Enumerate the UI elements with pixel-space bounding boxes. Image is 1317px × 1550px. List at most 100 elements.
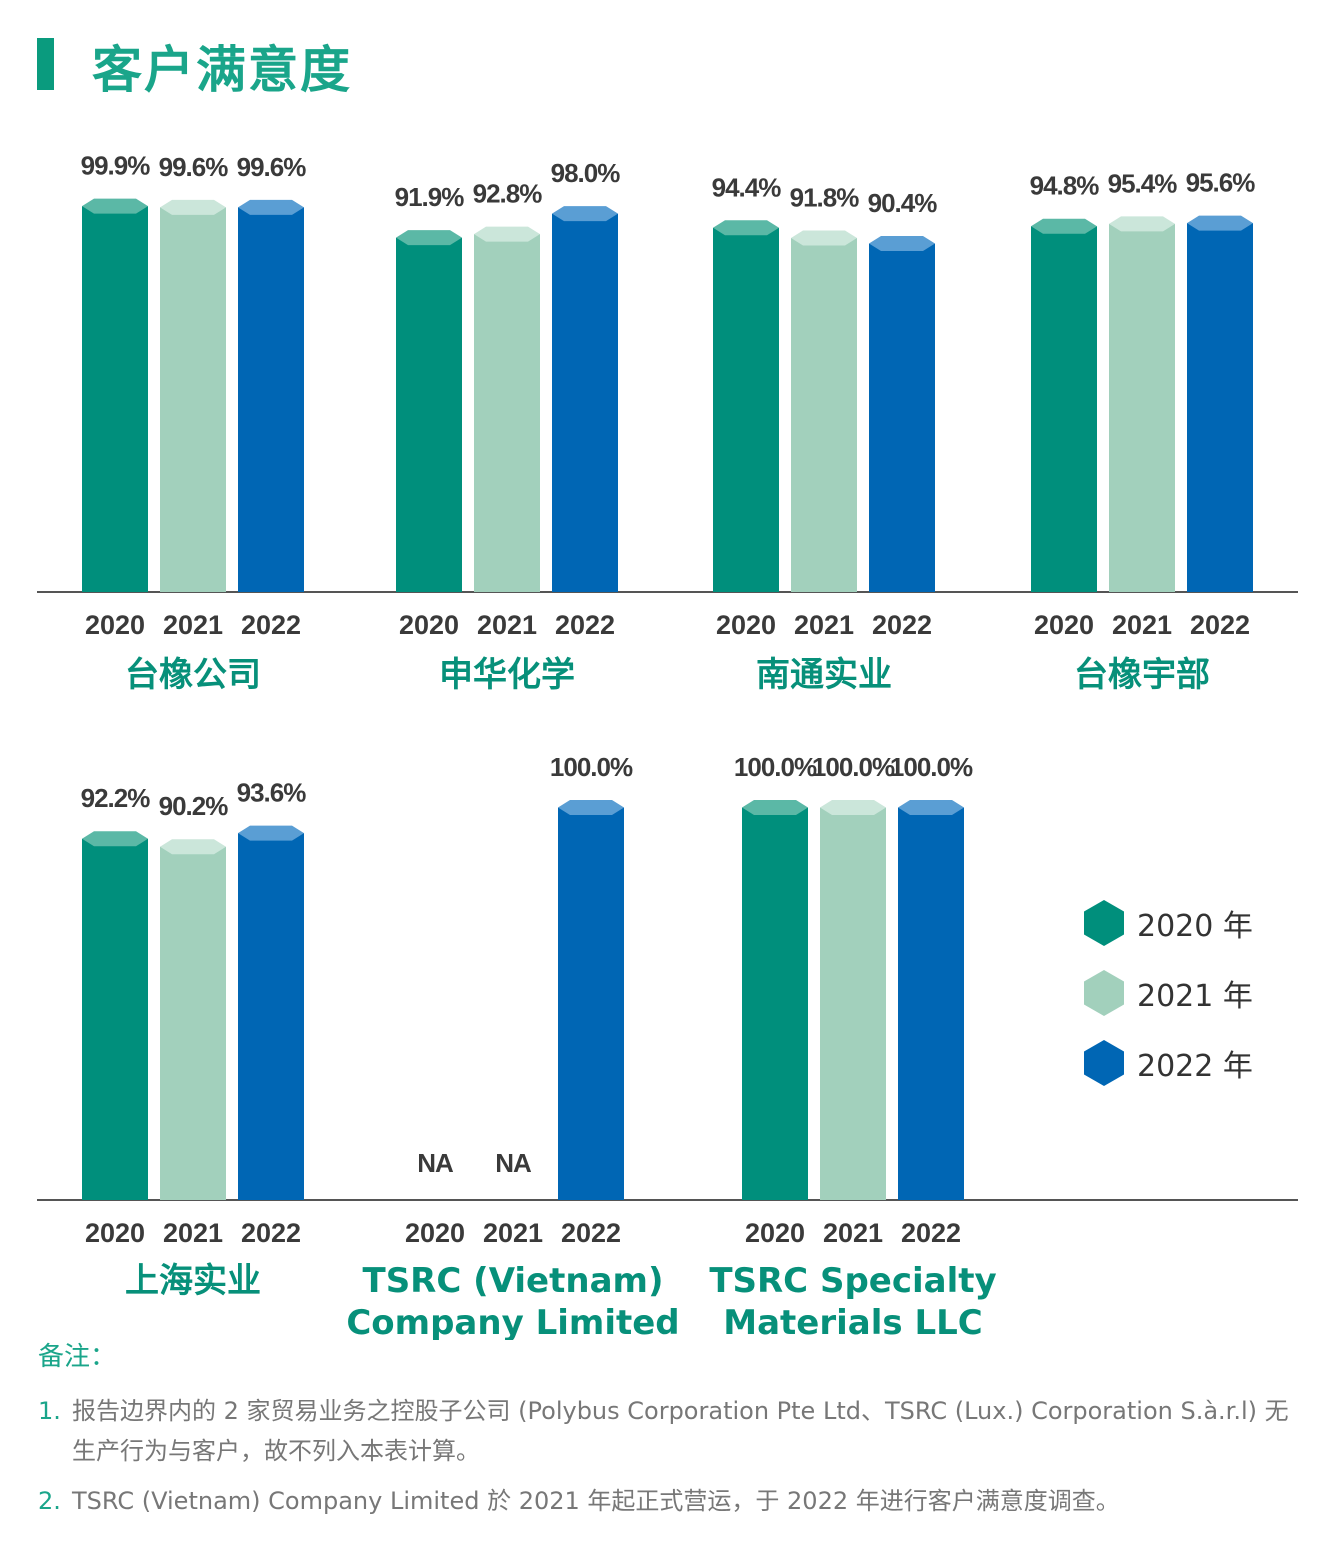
page-title: 客户满意度	[92, 41, 352, 99]
tick-label: 2020	[405, 1218, 465, 1248]
data-label: 92.8%	[473, 179, 543, 209]
bar-cap	[820, 800, 886, 815]
bar-2020	[82, 838, 148, 1200]
tick-label: 2020	[745, 1218, 805, 1248]
data-label: 90.4%	[868, 188, 938, 218]
bar-cap	[238, 825, 304, 841]
bar-2022	[898, 807, 964, 1200]
tick-label: 2020	[85, 610, 145, 640]
legend-item-2021: 2021 年	[1083, 958, 1253, 1028]
category-label: 申华化学	[439, 655, 575, 695]
bar-group: 91.9% 2020 92.8% 2021 98.0% 2022 申华化学	[395, 158, 622, 695]
data-label: 95.4%	[1108, 168, 1178, 198]
bar-cap	[552, 206, 618, 222]
tick-label: 2022	[901, 1218, 961, 1248]
bar-2022	[1187, 223, 1253, 592]
bar-2022	[558, 807, 624, 1200]
legend-label-2020: 2020 年	[1137, 909, 1253, 944]
tick-label: 2020	[716, 610, 776, 640]
bar-2022	[238, 207, 304, 592]
bar-group: 92.2% 2020 90.2% 2021 93.6% 2022 上海实业	[81, 778, 308, 1301]
bar-cap	[898, 800, 964, 815]
bar-cap	[82, 198, 148, 214]
satisfaction-chart: 99.9% 2020 99.6% 2021 99.6% 2022 台橡公司 91.9% 2020…	[37, 151, 1298, 1340]
notes: 备注： 1. 报告边界内的 2 家贸易业务之控股子公司 (Polybus Cor…	[38, 1336, 1298, 1531]
bar-2020	[1031, 226, 1097, 592]
bar-group: 99.9% 2020 99.6% 2021 99.6% 2022 台橡公司	[81, 151, 308, 695]
category-label: TSRC Specialty	[709, 1261, 996, 1301]
note-item: 2. TSRC (Vietnam) Company Limited 於 2021…	[38, 1481, 1298, 1521]
data-label: 99.9%	[81, 151, 151, 181]
bar-group: 100.0% 2020 100.0% 2021 100.0% 2022 TSRC Speci…	[709, 752, 996, 1340]
category-label: 上海实业	[125, 1261, 261, 1301]
bar-cap	[869, 236, 935, 252]
bar-cap	[396, 230, 462, 246]
bar-group: NA 2020 NA 2021 100.0% 2022 TSRC (Vietnam)Comp…	[346, 752, 679, 1340]
bar-cap	[1031, 218, 1097, 234]
data-label: 95.6%	[1186, 168, 1256, 198]
bar-cap	[160, 199, 226, 215]
data-label: 91.9%	[395, 182, 465, 212]
bar-2021	[791, 238, 857, 592]
legend-item-2022: 2022 年	[1083, 1028, 1253, 1098]
tick-label: 2021	[1112, 610, 1172, 640]
bar-cap	[82, 831, 148, 847]
tick-label: 2021	[163, 1218, 223, 1248]
legend-label-2021: 2021 年	[1137, 979, 1253, 1014]
tick-label: 2021	[483, 1218, 543, 1248]
bar-2021	[160, 846, 226, 1200]
data-label: 99.6%	[237, 152, 307, 182]
tick-label: 2022	[561, 1218, 621, 1248]
bar-2022	[552, 213, 618, 592]
note-text: TSRC (Vietnam) Company Limited 於 2021 年起…	[72, 1487, 1120, 1515]
data-label: NA	[495, 1148, 532, 1178]
data-label: NA	[417, 1148, 454, 1178]
bar-cap	[160, 839, 226, 855]
bar-2022	[869, 243, 935, 593]
data-label: 90.2%	[159, 791, 229, 821]
bar-2020	[713, 227, 779, 593]
note-text: 报告边界内的 2 家贸易业务之控股子公司 (Polybus Corporatio…	[72, 1397, 1289, 1465]
legend-hexagon-2020-icon	[1084, 900, 1124, 946]
bar-cap	[558, 800, 624, 815]
tick-label: 2022	[1190, 610, 1250, 640]
bar-cap	[1109, 216, 1175, 232]
tick-label: 2022	[241, 1218, 301, 1248]
bar-2022	[238, 833, 304, 1200]
tick-label: 2022	[241, 610, 301, 640]
bar-group: 94.8% 2020 95.4% 2021 95.6% 2022 台橡宇部	[1030, 168, 1257, 695]
legend-hexagon-2021-icon	[1084, 970, 1124, 1016]
data-label: 94.8%	[1030, 171, 1100, 201]
category-label: TSRC (Vietnam)	[363, 1261, 664, 1301]
bar-2020	[82, 206, 148, 593]
data-label: 100.0%	[890, 752, 973, 782]
data-label: 93.6%	[237, 778, 307, 808]
data-label: 100.0%	[550, 752, 633, 782]
note-number: 2.	[38, 1487, 61, 1515]
bar-cap	[713, 220, 779, 236]
data-label: 91.8%	[790, 183, 860, 213]
bar-cap	[791, 230, 857, 246]
bar-cap	[238, 199, 304, 215]
legend-hexagon-2022-icon	[1084, 1040, 1124, 1086]
note-item: 1. 报告边界内的 2 家贸易业务之控股子公司 (Polybus Corpora…	[38, 1391, 1298, 1471]
data-label: 94.4%	[712, 172, 782, 202]
bar-cap	[474, 226, 540, 242]
tick-label: 2021	[163, 610, 223, 640]
bar-2021	[474, 234, 540, 592]
bar-2021	[1109, 223, 1175, 593]
category-label: 南通实业	[756, 655, 892, 695]
category-label: Materials LLC	[723, 1303, 982, 1340]
bar-2020	[396, 237, 462, 593]
category-label: 台橡公司	[125, 655, 261, 695]
tick-label: 2020	[1034, 610, 1094, 640]
tick-label: 2020	[399, 610, 459, 640]
bar-2021	[160, 207, 226, 592]
bar-cap	[742, 800, 808, 815]
bar-2021	[820, 807, 886, 1200]
data-label: 100.0%	[812, 752, 895, 782]
tick-label: 2021	[477, 610, 537, 640]
legend-label-2022: 2022 年	[1137, 1049, 1253, 1084]
category-label: Company Limited	[346, 1303, 679, 1340]
tick-label: 2021	[794, 610, 854, 640]
